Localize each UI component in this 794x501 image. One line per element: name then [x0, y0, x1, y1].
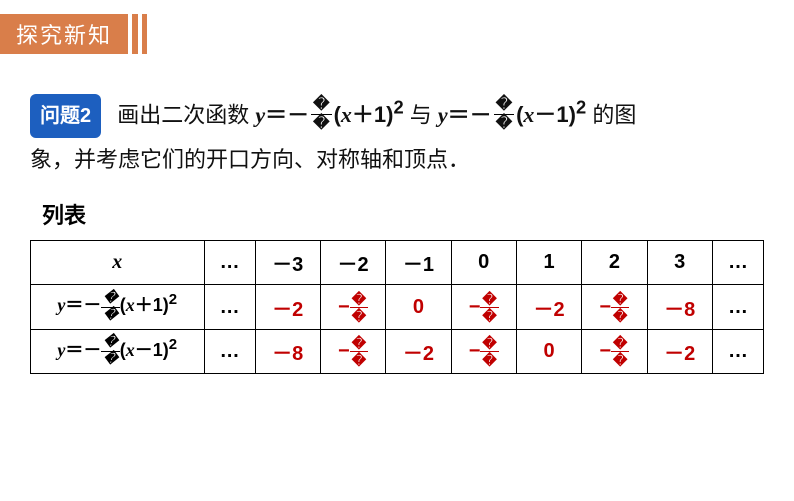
header-dots: … — [712, 241, 763, 285]
row1-val: －8 — [647, 285, 712, 329]
row1-dots: … — [712, 285, 763, 329]
header-xval: 1 — [516, 241, 581, 285]
frac-den: � — [311, 115, 331, 132]
header-xval: 0 — [451, 241, 516, 285]
row2-val: −�� — [582, 329, 647, 373]
equation1-tail: (x＋1)2 — [334, 102, 404, 127]
row2-val: －2 — [386, 329, 451, 373]
row2-val: －8 — [255, 329, 320, 373]
header-xval: 2 — [582, 241, 647, 285]
row1-val: －2 — [516, 285, 581, 329]
header-xval: 3 — [647, 241, 712, 285]
header-xval: －2 — [320, 241, 385, 285]
equation2-eq: ＝－ — [448, 102, 492, 127]
table-row: y＝－��(x＋1)2 … －2 −�� 0 −�� －2 −�� －8 … — [31, 285, 764, 329]
row2-val: 0 — [516, 329, 581, 373]
section-header: 探究新知 — [0, 14, 147, 54]
frac-num: � — [494, 97, 514, 115]
section-title: 探究新知 — [0, 14, 128, 54]
equation1-frac: �� — [311, 97, 331, 132]
question-pre: 画出二次函数 — [117, 102, 255, 127]
question-joiner: 与 — [410, 102, 438, 127]
banner-stripe — [142, 14, 147, 54]
row1-dots: … — [204, 285, 255, 329]
table-row-header: x … －3 －2 －1 0 1 2 3 … — [31, 241, 764, 285]
header-xval: －1 — [386, 241, 451, 285]
equation2-y: y — [438, 102, 448, 127]
row2-dots: … — [712, 329, 763, 373]
row1-label: y＝－��(x＋1)2 — [31, 285, 205, 329]
question-post: 的图 — [592, 102, 636, 127]
header-x: x — [31, 241, 205, 285]
frac-den: � — [494, 115, 514, 132]
equation2-frac: �� — [494, 97, 514, 132]
equation2-tail: (x－1)2 — [516, 102, 586, 127]
question-text: 问题2 画出二次函数 y＝－��(x＋1)2 与 y＝－��(x－1)2 的图 … — [30, 90, 764, 182]
content-area: 问题2 画出二次函数 y＝－��(x＋1)2 与 y＝－��(x－1)2 的图 … — [30, 90, 764, 374]
header-xval: －3 — [255, 241, 320, 285]
row2-val: −�� — [451, 329, 516, 373]
value-table: x … －3 －2 －1 0 1 2 3 … y＝－��(x＋1)2 … －2 … — [30, 240, 764, 374]
row2-label: y＝－��(x－1)2 — [31, 329, 205, 373]
frac-num: � — [311, 97, 331, 115]
row2-dots: … — [204, 329, 255, 373]
question-badge: 问题2 — [30, 94, 101, 138]
equation1-y: y — [255, 102, 265, 127]
row1-val: −�� — [582, 285, 647, 329]
row2-val: －2 — [647, 329, 712, 373]
row2-val: −�� — [320, 329, 385, 373]
row1-val: −�� — [320, 285, 385, 329]
row1-val: 0 — [386, 285, 451, 329]
banner-stripe — [132, 14, 138, 54]
question-line2: 象，并考虑它们的开口方向、对称轴和顶点． — [30, 147, 470, 172]
row1-val: −�� — [451, 285, 516, 329]
table-heading: 列表 — [42, 198, 764, 230]
header-dots: … — [204, 241, 255, 285]
row1-val: －2 — [255, 285, 320, 329]
table-wrap: x … －3 －2 －1 0 1 2 3 … y＝－��(x＋1)2 … －2 … — [30, 240, 764, 374]
equation1-eq: ＝－ — [265, 102, 309, 127]
table-row: y＝－��(x－1)2 … －8 −�� －2 −�� 0 −�� －2 … — [31, 329, 764, 373]
